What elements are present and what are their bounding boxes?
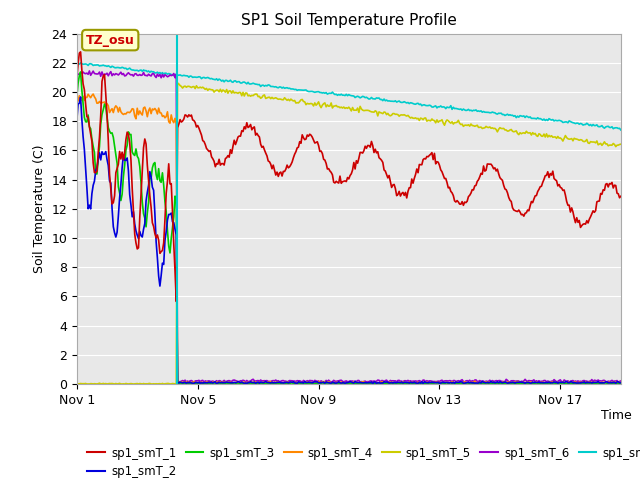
X-axis label: Time: Time (601, 408, 632, 421)
sp1_smT_7 (510, 113, 518, 119)
sp1_smT_4 (90, 91, 97, 97)
Line: sp1_smT_7: sp1_smT_7 (77, 62, 621, 130)
sp1_smT_1 (397, 193, 404, 199)
sp1_smT_1 (77, 49, 84, 55)
sp1_smT_6 (203, 379, 211, 384)
sp1_smT_2 (124, 155, 131, 161)
sp1_smT_4 (203, 379, 211, 385)
sp1_smT_1 (204, 147, 212, 153)
sp1_smT_2 (100, 151, 108, 157)
sp1_smT_4 (100, 99, 108, 105)
sp1_smT_6 (390, 378, 398, 384)
sp1_smT_6 (617, 378, 625, 384)
sp1_smT_5 (99, 381, 107, 386)
sp1_smT_3 (369, 382, 376, 387)
sp1_smT_3 (100, 101, 108, 107)
sp1_smT_4 (617, 380, 625, 385)
sp1_smT_7 (202, 75, 209, 81)
sp1_smT_4 (441, 381, 449, 387)
sp1_smT_5 (617, 141, 625, 147)
sp1_smT_3 (77, 69, 84, 75)
Line: sp1_smT_3: sp1_smT_3 (77, 72, 621, 384)
sp1_smT_6 (396, 377, 403, 383)
Line: sp1_smT_4: sp1_smT_4 (77, 94, 621, 384)
sp1_smT_3 (397, 381, 404, 387)
sp1_smT_6 (86, 68, 93, 74)
sp1_smT_6 (565, 380, 573, 385)
sp1_smT_1 (392, 186, 399, 192)
sp1_smT_7 (617, 127, 625, 133)
sp1_smT_4 (513, 379, 520, 385)
sp1_smT_2 (77, 94, 84, 100)
sp1_smT_6 (73, 72, 81, 77)
sp1_smT_5 (73, 381, 81, 387)
sp1_smT_6 (100, 71, 108, 77)
sp1_smT_4 (124, 109, 131, 115)
sp1_smT_1 (617, 193, 625, 199)
sp1_smT_5 (122, 381, 130, 386)
sp1_smT_1 (513, 208, 520, 214)
sp1_smT_3 (73, 94, 81, 100)
sp1_smT_4 (396, 380, 403, 385)
sp1_smT_2 (617, 380, 625, 385)
sp1_smT_6 (124, 71, 131, 77)
Title: SP1 Soil Temperature Profile: SP1 Soil Temperature Profile (241, 13, 457, 28)
sp1_smT_7 (122, 65, 130, 71)
sp1_smT_1 (100, 72, 108, 77)
sp1_smT_7 (73, 59, 81, 65)
sp1_smT_7 (394, 98, 402, 104)
sp1_smT_5 (390, 111, 398, 117)
sp1_smT_6 (511, 378, 519, 384)
sp1_smT_2 (203, 380, 211, 386)
sp1_smT_2 (73, 118, 81, 124)
Text: TZ_osu: TZ_osu (86, 34, 134, 47)
sp1_smT_7 (99, 62, 107, 68)
sp1_smT_1 (73, 76, 81, 82)
Line: sp1_smT_5: sp1_smT_5 (77, 83, 621, 384)
sp1_smT_5 (396, 113, 403, 119)
sp1_smT_2 (341, 381, 349, 386)
sp1_smT_3 (124, 143, 131, 148)
Y-axis label: Soil Temperature (C): Soil Temperature (C) (33, 144, 45, 273)
sp1_smT_5 (511, 129, 519, 134)
sp1_smT_3 (513, 381, 520, 386)
sp1_smT_5 (173, 80, 181, 86)
sp1_smT_1 (172, 299, 180, 304)
sp1_smT_2 (513, 380, 520, 385)
sp1_smT_2 (397, 380, 404, 385)
sp1_smT_4 (73, 96, 81, 101)
Line: sp1_smT_1: sp1_smT_1 (77, 52, 621, 301)
sp1_smT_7 (389, 98, 397, 104)
sp1_smT_5 (203, 85, 211, 91)
sp1_smT_2 (392, 380, 399, 385)
sp1_smT_3 (617, 381, 625, 386)
sp1_smT_4 (390, 380, 398, 385)
Line: sp1_smT_6: sp1_smT_6 (77, 71, 621, 383)
Legend: sp1_smT_1, sp1_smT_2, sp1_smT_3, sp1_smT_4, sp1_smT_5, sp1_smT_6, sp1_smT_7: sp1_smT_1, sp1_smT_2, sp1_smT_3, sp1_smT… (83, 442, 640, 480)
Line: sp1_smT_2: sp1_smT_2 (77, 97, 621, 384)
sp1_smT_3 (392, 381, 399, 386)
sp1_smT_3 (203, 381, 211, 387)
sp1_smT_1 (124, 129, 131, 135)
